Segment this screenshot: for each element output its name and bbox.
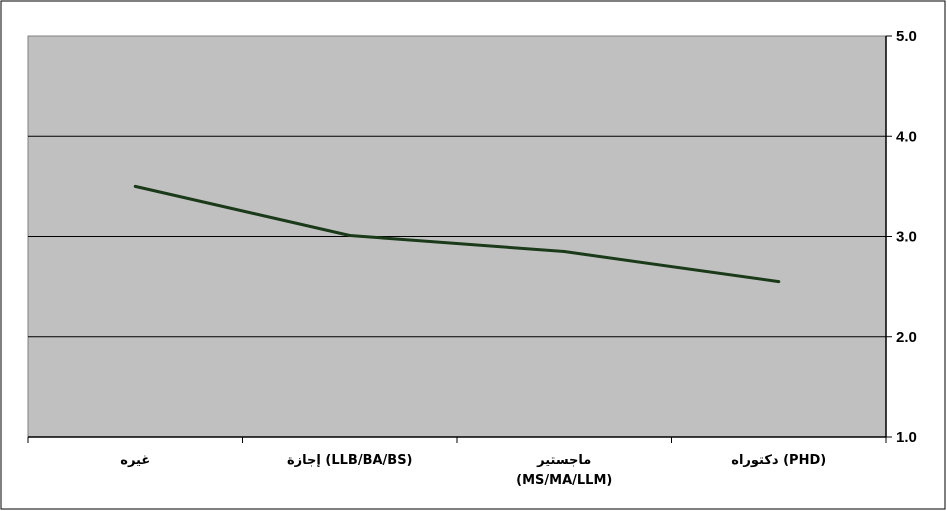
y-tick-label: 3.0 — [896, 229, 917, 246]
y-tick-label: 1.0 — [896, 429, 917, 446]
x-tick-label: دكتوراه (PHD) — [731, 453, 826, 468]
x-tick-label: غيره — [120, 453, 150, 468]
x-tick-label: ماجستير — [536, 453, 591, 468]
x-tick-label: (MS/MA/LLM) — [516, 473, 612, 488]
labels: 1.0 2.0 3.0 4.0 5.0 غيره إجازة (LLB/BA/BS) ماجس… — [120, 28, 917, 488]
data-point — [562, 250, 566, 254]
y-tick-label: 2.0 — [896, 329, 917, 346]
gridlines — [28, 135, 886, 338]
series-layer — [133, 184, 781, 284]
series-line — [134, 184, 779, 284]
data-point — [777, 280, 781, 284]
y-tick-label: 5.0 — [896, 28, 917, 45]
y-tick-label: 4.0 — [896, 128, 917, 145]
x-tick-label: إجازة (LLB/BA/BS) — [287, 453, 413, 468]
axes — [27, 35, 892, 443]
data-point — [133, 184, 137, 188]
data-point — [348, 233, 352, 237]
